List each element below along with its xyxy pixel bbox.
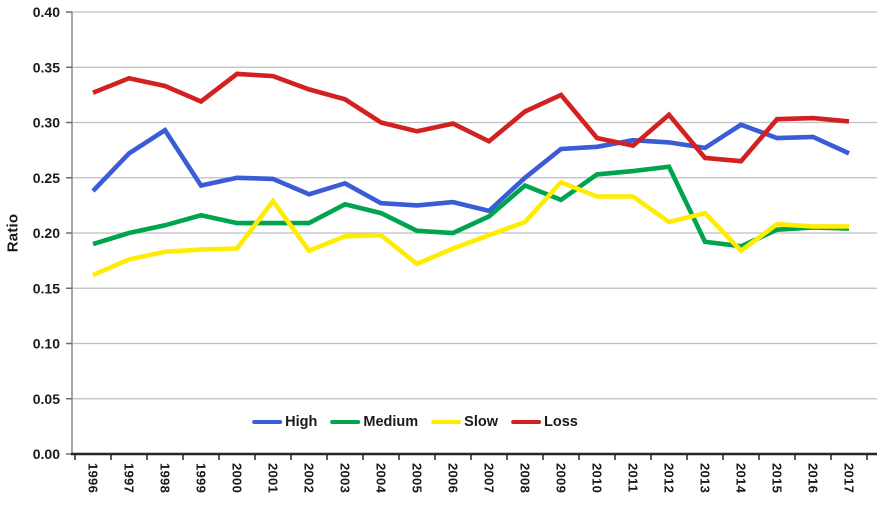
legend-swatch-slow bbox=[431, 419, 462, 425]
x-axis-tick-label: 2015 bbox=[770, 463, 785, 493]
y-axis-tick-label: 0.25 bbox=[33, 170, 60, 186]
x-axis-tick-label: 2004 bbox=[374, 463, 389, 494]
legend-item-high: High bbox=[252, 414, 317, 430]
legend: High Medium Slow Loss bbox=[252, 414, 578, 430]
legend-swatch-medium bbox=[330, 419, 361, 425]
legend-label: Medium bbox=[363, 414, 419, 430]
x-axis-tick-label: 1999 bbox=[194, 463, 209, 493]
y-axis-tick-label: 0.10 bbox=[33, 336, 60, 352]
series-line-slow bbox=[92, 179, 849, 278]
x-axis-tick-label: 2009 bbox=[554, 463, 569, 493]
series-line-high bbox=[91, 122, 850, 214]
x-axis-tick-label: 2008 bbox=[518, 463, 533, 493]
y-axis-tick-label: 0.05 bbox=[33, 391, 60, 407]
x-axis-tick-label: 2003 bbox=[338, 463, 353, 493]
x-axis-tick-label: 2002 bbox=[302, 463, 317, 493]
x-axis-tick-label: 2017 bbox=[842, 463, 857, 493]
series-line-medium bbox=[92, 164, 850, 249]
legend-item-slow: Slow bbox=[431, 414, 498, 430]
x-axis-tick-label: 2005 bbox=[410, 463, 425, 493]
y-axis-tick-label: 0.00 bbox=[33, 446, 60, 462]
legend-label: High bbox=[285, 414, 318, 430]
x-axis-tick-label: 1998 bbox=[158, 463, 173, 493]
y-axis-tick-label: 0.30 bbox=[33, 115, 60, 131]
y-axis-tick-label: 0.35 bbox=[33, 59, 60, 75]
y-axis-tick-label: 0.40 bbox=[33, 4, 60, 20]
legend-swatch-high bbox=[252, 419, 283, 425]
x-axis-tick-label: 1996 bbox=[86, 463, 101, 493]
legend-swatch-loss bbox=[511, 419, 541, 425]
x-axis-tick-label: 2001 bbox=[266, 463, 281, 493]
y-axis-title: Ratio bbox=[4, 213, 22, 253]
series-line-loss bbox=[92, 71, 850, 164]
x-axis-tick-label: 2007 bbox=[482, 463, 497, 493]
legend-label: Loss bbox=[544, 414, 578, 430]
x-axis-tick-label: 2016 bbox=[806, 463, 821, 493]
x-axis-tick-label: 2011 bbox=[626, 463, 641, 492]
legend-label: Slow bbox=[464, 414, 498, 430]
x-axis-tick-label: 2013 bbox=[698, 463, 713, 493]
x-axis-tick-label: 2010 bbox=[590, 463, 605, 493]
y-axis-tick-label: 0.20 bbox=[33, 225, 60, 241]
legend-item-loss: Loss bbox=[511, 414, 578, 430]
x-axis-tick-label: 1997 bbox=[122, 463, 137, 493]
x-axis-tick-label: 2012 bbox=[662, 463, 677, 493]
x-axis-tick-label: 2006 bbox=[446, 463, 461, 493]
x-axis-tick-label: 2000 bbox=[230, 463, 245, 493]
legend-item-medium: Medium bbox=[330, 414, 418, 430]
y-axis-tick-label: 0.15 bbox=[33, 280, 60, 296]
x-axis-tick-label: 2014 bbox=[734, 463, 749, 494]
